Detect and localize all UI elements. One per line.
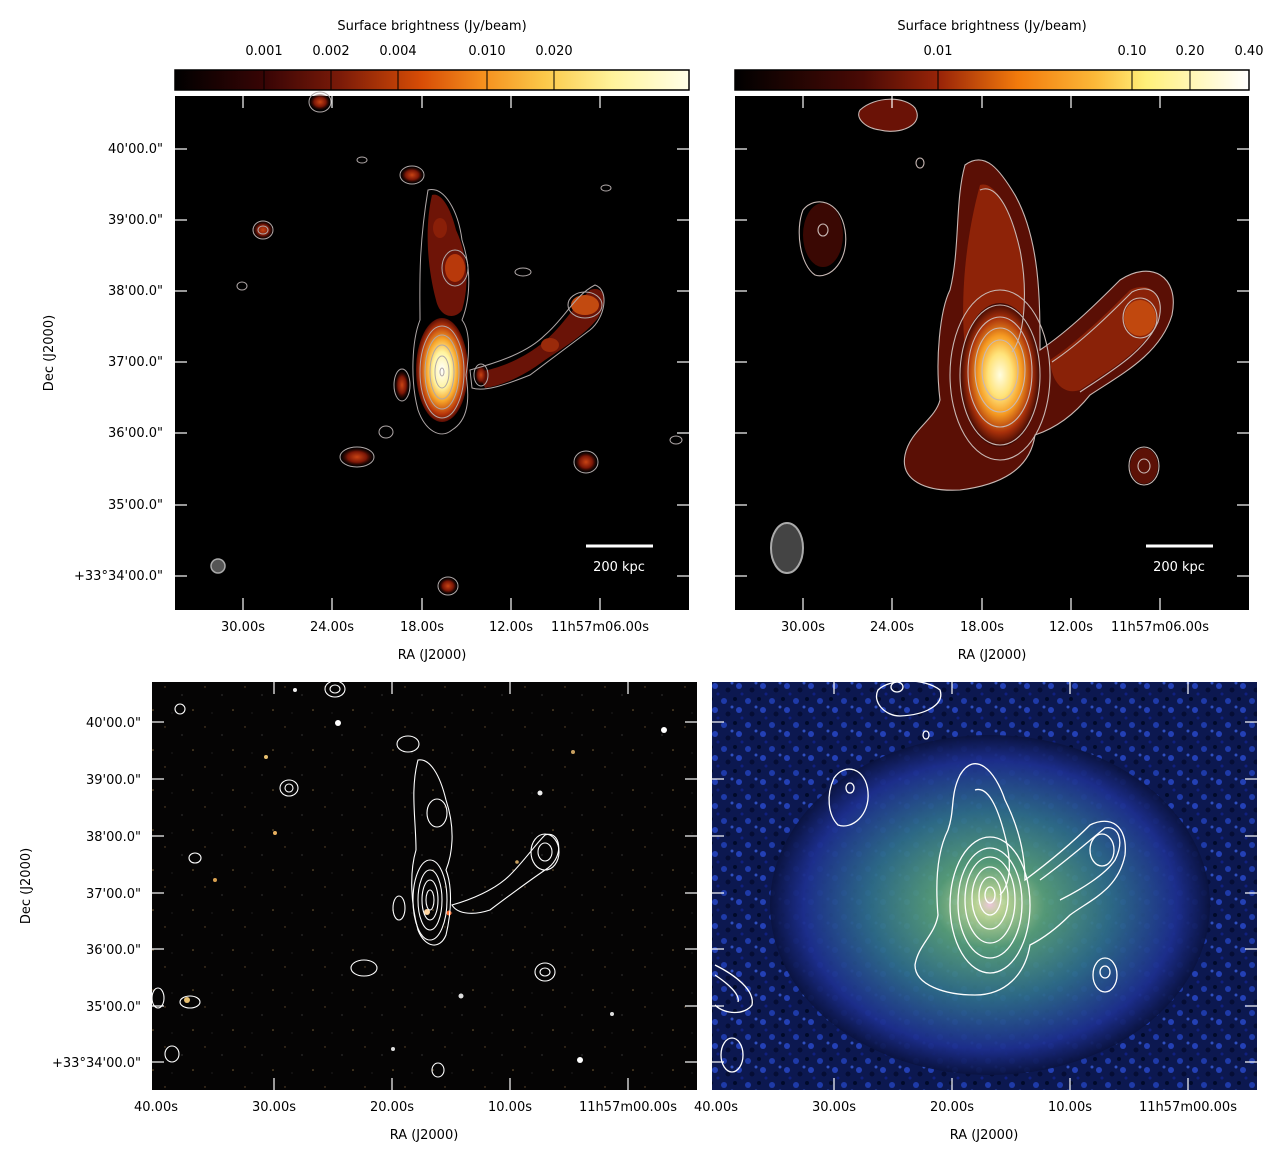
x-axis-label: RA (J2000) [958,648,1027,663]
x-axis-label: RA (J2000) [950,1128,1019,1143]
contours [151,680,560,1078]
colorbar [174,69,690,91]
ra-tick: 30.00s [252,1100,296,1115]
contours [798,98,1174,491]
dec-tick: +33°34'00.0" [74,569,163,584]
colorbar-tick: 0.10 [1118,44,1147,59]
ra-tick: 30.00s [221,620,265,635]
dec-tick: 35'00.0" [86,1000,141,1015]
dec-tick: 39'00.0" [86,773,141,788]
colorbar-tick: 0.004 [379,44,416,59]
contours [714,680,1126,1073]
colorbar-tick: 0.002 [312,44,349,59]
ra-tick: 12.00s [489,620,533,635]
dec-tick: +33°34'00.0" [52,1056,141,1071]
dec-tick: 36'00.0" [86,943,141,958]
scalebar-label: 200 kpc [593,560,645,575]
dec-tick: 38'00.0" [86,830,141,845]
x-axis-label: RA (J2000) [390,1128,459,1143]
dec-tick: 37'00.0" [86,887,141,902]
beam-ellipse [210,558,226,574]
ra-tick: 18.00s [400,620,444,635]
dec-tick-labels: 40'00.0" 39'00.0" 38'00.0" 37'00.0" 36'0… [52,716,141,1071]
ra-tick: 24.00s [310,620,354,635]
dec-tick: 40'00.0" [108,142,163,157]
ra-tick: 10.00s [1048,1100,1092,1115]
colorbar-tick: 0.010 [468,44,505,59]
colorbar-tick: 0.01 [924,44,953,59]
dec-tick: 36'00.0" [108,426,163,441]
scalebar-label: 200 kpc [1153,560,1205,575]
xray-cluster-emission [770,735,1210,1075]
panel-top-right: Surface brightness (Jy/beam) 0.01 0.10 0… [734,19,1264,663]
dec-tick: 37'00.0" [108,355,163,370]
optical-sources [184,688,667,1063]
ra-tick-labels: 40.00s 30.00s 20.00s 10.00s 11h57m00.00s [134,1100,677,1115]
x-axis-label: RA (J2000) [398,648,467,663]
dec-tick-labels: 40'00.0" 39'00.0" 38'00.0" 37'00.0" 36'0… [74,142,163,584]
y-axis-label: Dec (J2000) [42,315,57,391]
contours [236,91,683,596]
dec-tick: 38'00.0" [108,284,163,299]
colorbar [734,69,1250,91]
ra-tick: 11h57m00.00s [579,1100,677,1115]
dec-tick: 40'00.0" [86,716,141,731]
ra-tick: 11h57m06.00s [1111,620,1209,635]
ra-tick-labels: 40.00s 30.00s 20.00s 10.00s 11h57m00.00s [694,1100,1237,1115]
panel-bottom-left: 40'00.0" 39'00.0" 38'00.0" 37'00.0" 36'0… [19,680,697,1143]
ra-tick: 20.00s [370,1100,414,1115]
ra-tick: 18.00s [960,620,1004,635]
radio-emission [803,99,1174,491]
colorbar-ticks: 0.001 0.002 0.004 0.010 0.020 [245,44,572,59]
ra-tick: 24.00s [870,620,914,635]
panel-bottom-right: 40.00s 30.00s 20.00s 10.00s 11h57m00.00s… [694,680,1257,1143]
y-axis-label: Dec (J2000) [19,848,34,924]
colorbar-tick: 0.020 [535,44,572,59]
ra-tick: 10.00s [488,1100,532,1115]
colorbar-label: Surface brightness (Jy/beam) [337,19,526,34]
ra-tick-labels: 30.00s 24.00s 18.00s 12.00s 11h57m06.00s [781,620,1209,635]
dec-tick: 35'00.0" [108,498,163,513]
colorbar-ticks: 0.01 0.10 0.20 0.40 [924,44,1264,59]
dec-tick: 39'00.0" [108,213,163,228]
ra-tick-labels: 30.00s 24.00s 18.00s 12.00s 11h57m06.00s [221,620,649,635]
panel-top-left: Surface brightness (Jy/beam) 0.001 0.002… [42,19,690,663]
ra-tick: 20.00s [930,1100,974,1115]
ra-tick: 12.00s [1049,620,1093,635]
colorbar-tick: 0.20 [1176,44,1205,59]
colorbar-tick: 0.40 [1235,44,1264,59]
ra-tick: 30.00s [781,620,825,635]
colorbar-label: Surface brightness (Jy/beam) [897,19,1086,34]
ra-tick: 11h57m06.00s [551,620,649,635]
ra-tick: 40.00s [134,1100,178,1115]
ra-tick: 40.00s [694,1100,738,1115]
ra-tick: 11h57m00.00s [1139,1100,1237,1115]
colorbar-tick: 0.001 [245,44,282,59]
ra-tick: 30.00s [812,1100,856,1115]
beam-ellipse [770,522,804,574]
